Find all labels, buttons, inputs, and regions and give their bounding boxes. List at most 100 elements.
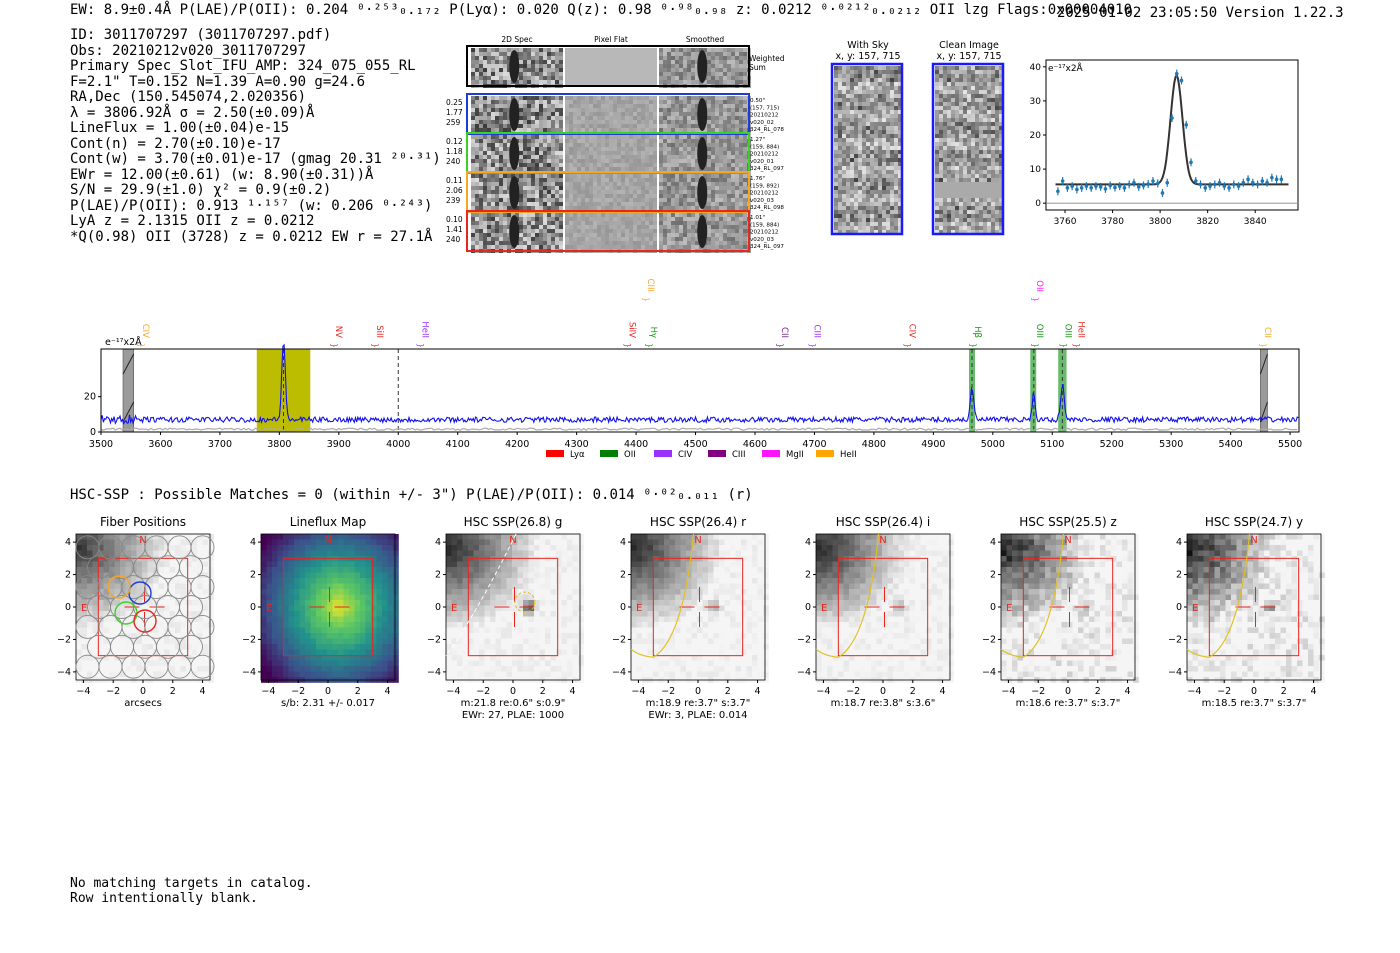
- pixel: [653, 100, 657, 104]
- pixel: [939, 198, 943, 202]
- pixel: [723, 72, 727, 76]
- pixel: [947, 226, 951, 230]
- pixel: [475, 116, 479, 120]
- pixel: [641, 124, 645, 128]
- pixel: [898, 138, 902, 142]
- pixel: [854, 174, 858, 178]
- pixel: [471, 52, 475, 56]
- pixel: [543, 155, 547, 159]
- fit-data-point: [1079, 186, 1084, 190]
- pixel: [555, 174, 559, 178]
- pixel: [854, 218, 858, 222]
- pixel: [743, 112, 747, 116]
- pixel: [943, 98, 947, 102]
- pixel: [838, 138, 842, 142]
- pixel: [683, 135, 687, 139]
- pixel: [951, 130, 955, 134]
- pixel: [991, 94, 995, 98]
- pixel: [898, 66, 902, 70]
- pixel: [519, 206, 523, 210]
- pixel: [671, 233, 675, 237]
- pixel: [878, 214, 882, 218]
- pixel: [858, 142, 862, 146]
- pixel: [858, 162, 862, 166]
- pixel: [649, 120, 653, 124]
- pixel: [589, 186, 593, 190]
- pixel: [565, 116, 569, 120]
- pixel: [569, 217, 573, 221]
- pixel: [629, 159, 633, 163]
- pixel: [581, 128, 585, 132]
- pixel: [675, 217, 679, 221]
- pixel: [691, 190, 695, 194]
- spectrum-line-label-text: HeII: [1075, 321, 1085, 338]
- pixel: [629, 139, 633, 143]
- pixel: [581, 233, 585, 237]
- pixel: [617, 198, 621, 202]
- pixel: [886, 90, 890, 94]
- pixel: [589, 178, 593, 182]
- pixel: [523, 155, 527, 159]
- pixel: [507, 116, 511, 120]
- pixel: [653, 155, 657, 159]
- pixel: [935, 102, 939, 106]
- pixel: [609, 120, 613, 124]
- pixel: [890, 226, 894, 230]
- pixel: [854, 118, 858, 122]
- pixel: [874, 206, 878, 210]
- pixel: [870, 174, 874, 178]
- pixel: [555, 151, 559, 155]
- pixel: [601, 159, 605, 163]
- pixel: [886, 182, 890, 186]
- pixel: [862, 226, 866, 230]
- pixel: [555, 155, 559, 159]
- pixel: [723, 167, 727, 171]
- pixel: [663, 213, 667, 217]
- pixel: [854, 114, 858, 118]
- pixel: [842, 218, 846, 222]
- pixel: [707, 72, 711, 76]
- pixel: [499, 108, 503, 112]
- pixel: [499, 233, 503, 237]
- pixel: [898, 174, 902, 178]
- fiber-row-flat: [565, 96, 657, 136]
- pixel: [878, 134, 882, 138]
- pixel: [834, 142, 838, 146]
- pixel: [475, 190, 479, 194]
- pixel: [617, 186, 621, 190]
- pixel: [507, 225, 511, 229]
- pixel: [715, 151, 719, 155]
- pixel: [890, 86, 894, 90]
- pixel: [711, 68, 715, 72]
- pixel: [641, 120, 645, 124]
- pixel: [838, 202, 842, 206]
- pixel: [683, 56, 687, 60]
- pixel: [971, 78, 975, 82]
- pixel: [479, 221, 483, 225]
- pixel: [967, 70, 971, 74]
- pixel: [507, 178, 511, 182]
- fit-data-point: [1103, 187, 1108, 191]
- pixel: [882, 218, 886, 222]
- pixel: [507, 174, 511, 178]
- pixel: [605, 143, 609, 147]
- pixel: [559, 124, 563, 128]
- pixel: [878, 154, 882, 158]
- pixel: [491, 72, 495, 76]
- pixel: [842, 90, 846, 94]
- pixel: [894, 174, 898, 178]
- pixel: [577, 112, 581, 116]
- pixel: [543, 116, 547, 120]
- pixel: [479, 241, 483, 245]
- pixel: [605, 229, 609, 233]
- pixel: [531, 225, 535, 229]
- pixel: [515, 48, 519, 52]
- pixel: [609, 128, 613, 132]
- pixel: [995, 118, 999, 122]
- pixel: [487, 68, 491, 72]
- pixel: [539, 139, 543, 143]
- pixel: [653, 128, 657, 132]
- pixel: [499, 163, 503, 167]
- pixel: [955, 118, 959, 122]
- pixel: [543, 100, 547, 104]
